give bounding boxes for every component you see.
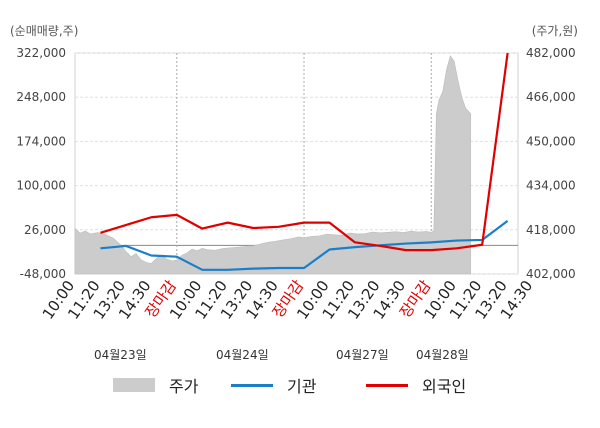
legend-label: 주가 [169, 377, 199, 396]
legend-swatch-price [113, 378, 155, 392]
legend-swatch-foreign [366, 383, 408, 387]
right-tick-label: 482,000 [526, 46, 576, 60]
left-axis-unit: (순매매량,주) [10, 24, 79, 38]
right-tick-label: 466,000 [526, 90, 576, 104]
right-tick-label: 402,000 [526, 267, 576, 281]
right-tick-label: 434,000 [526, 179, 576, 193]
x-axis-ticks: 10:0011:2013:2014:30장마감10:0011:2013:2014… [39, 277, 537, 323]
left-tick-label: 322,000 [16, 46, 66, 60]
legend-label: 기관 [287, 377, 317, 396]
right-axis-ticks: 482,000 466,000 450,000 434,000 418,000 402,0… [526, 46, 576, 281]
date-label: 04월23일 [94, 348, 147, 362]
left-tick-label: 248,000 [16, 90, 66, 104]
left-tick-label: 174,000 [16, 134, 66, 148]
series-lines [100, 52, 509, 271]
right-axis-unit: (주가,원) [531, 24, 578, 38]
legend-item-price: 주가 [113, 374, 198, 396]
legend-label: 외국인 [422, 377, 467, 396]
price-area [74, 55, 472, 275]
left-axis-ticks: 322,000 248,000 174,000 100,000 26,000 -48,00… [16, 46, 66, 281]
right-tick-label: 450,000 [526, 134, 576, 148]
price-area-path [74, 55, 472, 275]
foreign-line [100, 52, 509, 252]
right-tick-label: 418,000 [526, 223, 576, 237]
legend-swatch-institution [231, 383, 273, 387]
left-tick-label: 26,000 [24, 223, 66, 237]
date-label: 04월24일 [216, 348, 269, 362]
left-tick-label: 100,000 [16, 179, 66, 193]
institution-line [100, 219, 509, 271]
left-tick-label: -48,000 [20, 267, 66, 281]
legend-item-institution: 기관 [231, 374, 316, 396]
date-label: 04월27일 [336, 348, 389, 362]
legend-item-foreign: 외국인 [366, 374, 466, 396]
date-label: 04월28일 [416, 348, 469, 362]
